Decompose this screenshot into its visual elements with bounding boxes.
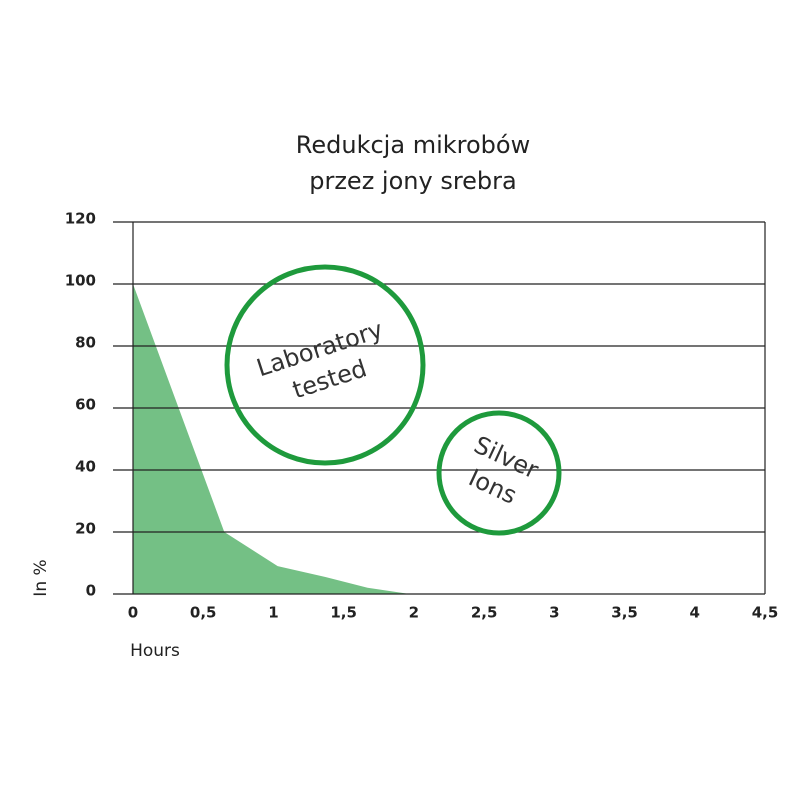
area xyxy=(133,284,410,594)
y-axis-label: In % xyxy=(31,559,51,596)
x-tick-label: 3 xyxy=(549,604,559,622)
y-tick-label: 0 xyxy=(86,582,96,600)
x-axis-label: Hours xyxy=(130,641,180,661)
x-tick-label: 4,5 xyxy=(752,604,779,622)
y-tick-label: 80 xyxy=(75,334,96,352)
y-tick-label: 120 xyxy=(65,210,96,228)
x-tick-label: 0,5 xyxy=(190,604,217,622)
x-tick-label: 3,5 xyxy=(611,604,638,622)
y-tick-label: 40 xyxy=(75,458,96,476)
y-tick-label: 60 xyxy=(75,396,96,414)
x-tick-label: 2 xyxy=(409,604,419,622)
chart-title: Redukcja mikrobów xyxy=(296,131,530,159)
y-tick-label: 20 xyxy=(75,520,96,538)
badge-circle xyxy=(224,264,426,466)
y-tick-label: 100 xyxy=(65,272,96,290)
x-tick-label: 2,5 xyxy=(471,604,498,622)
x-tick-label: 0 xyxy=(128,604,138,622)
badge-circle xyxy=(436,410,562,536)
x-tick-label: 4 xyxy=(690,604,700,622)
chart-title: przez jony srebra xyxy=(309,167,517,195)
x-tick-label: 1 xyxy=(268,604,278,622)
x-tick-label: 1,5 xyxy=(330,604,357,622)
